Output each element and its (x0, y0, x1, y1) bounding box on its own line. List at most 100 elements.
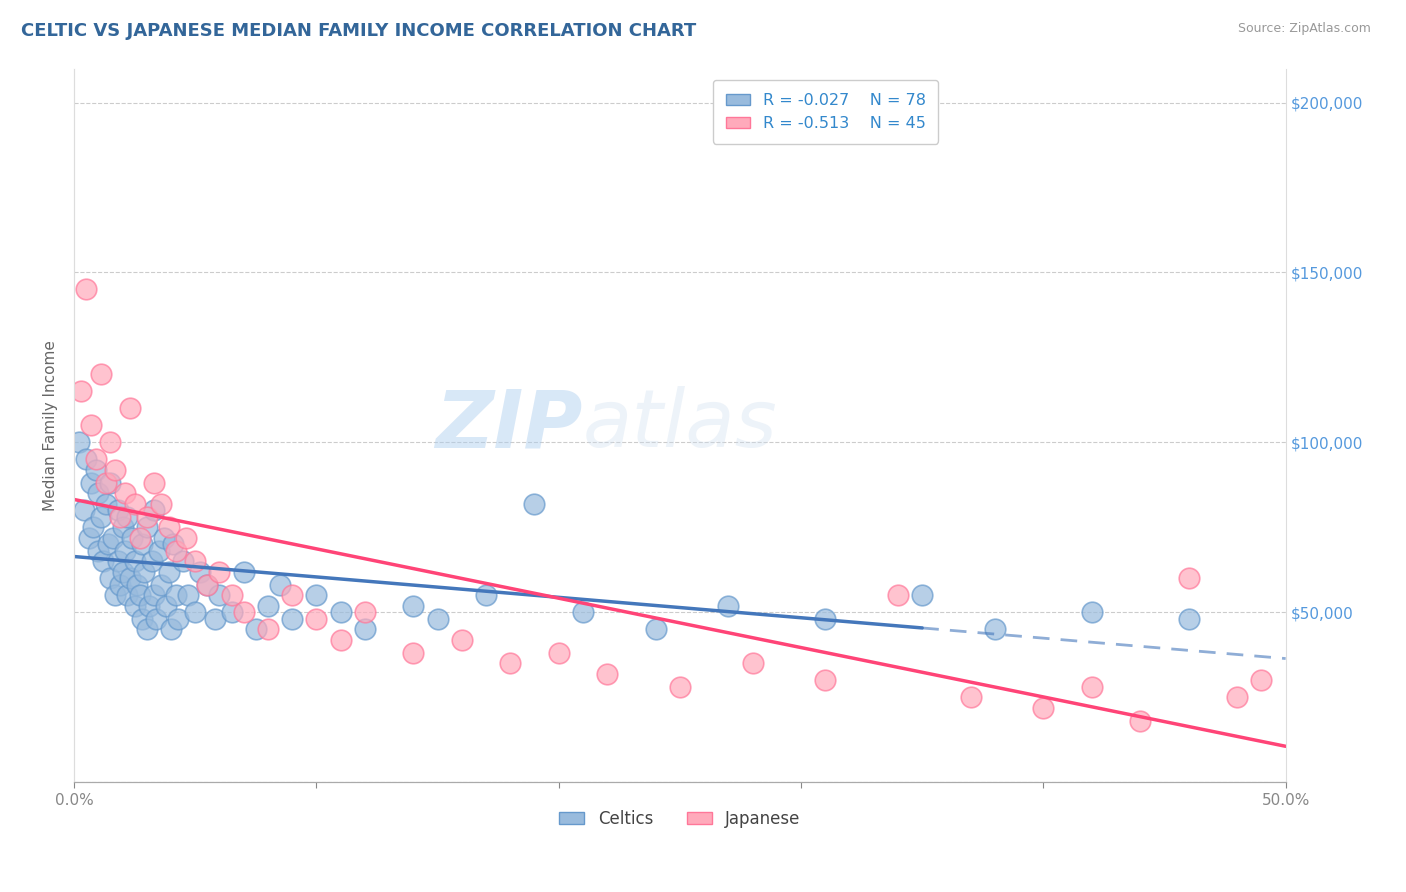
Point (475, 588, 498, 602)
Point (90, 510, 112, 524)
Point (204, 612, 226, 626)
Point (523, 497, 546, 511)
Point (111, 565, 134, 579)
Point (450, 632, 472, 647)
Point (84, 452, 107, 467)
Point (148, 544, 170, 558)
Text: ZIP: ZIP (436, 386, 583, 465)
Point (1129, 714, 1152, 728)
Point (117, 588, 139, 602)
Point (959, 690, 981, 705)
Point (73, 503, 96, 517)
Point (91, 554, 114, 568)
Point (100, 476, 122, 491)
Point (162, 537, 184, 551)
Point (669, 680, 692, 694)
Point (172, 554, 194, 568)
Point (117, 510, 139, 524)
Point (141, 554, 163, 568)
Point (94, 476, 117, 491)
Point (174, 531, 197, 545)
Point (188, 565, 211, 579)
Point (305, 612, 328, 626)
Point (402, 599, 425, 613)
Y-axis label: Median Family Income: Median Family Income (44, 340, 58, 511)
Point (1250, 673, 1272, 688)
Point (257, 599, 280, 613)
Point (269, 578, 291, 592)
Point (145, 612, 167, 626)
Point (281, 612, 304, 626)
Point (138, 599, 160, 613)
Point (131, 537, 153, 551)
Point (177, 588, 200, 602)
Point (572, 606, 595, 620)
Point (547, 646, 569, 660)
Point (100, 435, 122, 450)
Point (814, 612, 837, 626)
Point (814, 673, 837, 688)
Point (111, 520, 134, 534)
Point (499, 657, 522, 671)
Point (107, 554, 129, 568)
Text: atlas: atlas (583, 386, 778, 465)
Point (232, 606, 254, 620)
Point (984, 623, 1007, 637)
Point (143, 503, 166, 517)
Point (184, 606, 207, 620)
Point (208, 565, 231, 579)
Point (329, 606, 352, 620)
Point (131, 612, 153, 626)
Point (152, 531, 174, 545)
Point (1177, 571, 1199, 585)
Point (104, 462, 127, 476)
Point (157, 520, 180, 534)
Legend: Celtics, Japanese: Celtics, Japanese (553, 804, 807, 835)
Point (84, 462, 107, 476)
Point (143, 588, 166, 602)
Point (121, 531, 143, 545)
Point (135, 623, 157, 637)
Point (114, 544, 136, 558)
Point (167, 612, 190, 626)
Point (1177, 612, 1199, 626)
Point (184, 554, 207, 568)
Point (245, 623, 267, 637)
Point (221, 606, 243, 620)
Point (911, 588, 934, 602)
Point (281, 588, 304, 602)
Point (124, 599, 146, 613)
Point (329, 632, 352, 647)
Point (94, 497, 117, 511)
Point (107, 503, 129, 517)
Point (135, 520, 157, 534)
Point (644, 623, 666, 637)
Point (354, 606, 377, 620)
Point (104, 588, 127, 602)
Point (87, 544, 110, 558)
Point (80, 476, 103, 491)
Point (143, 476, 166, 491)
Point (118, 571, 141, 585)
Point (127, 578, 149, 592)
Point (257, 623, 280, 637)
Point (741, 657, 763, 671)
Point (1081, 606, 1104, 620)
Point (221, 588, 243, 602)
Point (402, 646, 425, 660)
Point (165, 588, 187, 602)
Point (118, 401, 141, 416)
Point (232, 565, 254, 579)
Point (195, 578, 218, 592)
Text: CELTIC VS JAPANESE MEDIAN FAMILY INCOME CORRELATION CHART: CELTIC VS JAPANESE MEDIAN FAMILY INCOME … (21, 22, 696, 40)
Point (128, 588, 150, 602)
Point (155, 599, 177, 613)
Point (124, 554, 146, 568)
Point (108, 578, 131, 592)
Point (80, 418, 103, 433)
Point (157, 565, 180, 579)
Point (87, 486, 110, 500)
Point (1226, 690, 1249, 705)
Point (354, 623, 377, 637)
Point (887, 588, 910, 602)
